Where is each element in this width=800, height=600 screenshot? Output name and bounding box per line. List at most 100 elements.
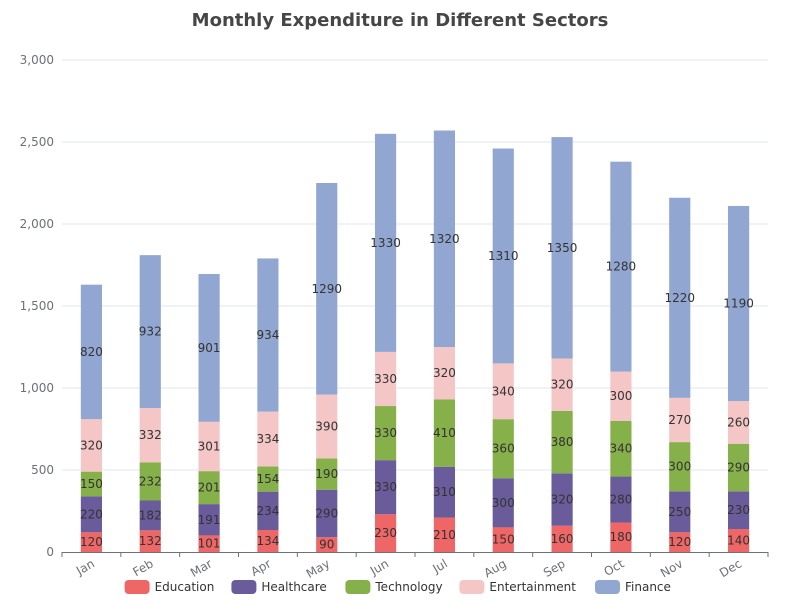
y-tick-label: 2,000 bbox=[20, 217, 54, 231]
data-label: 932 bbox=[139, 325, 162, 339]
data-label: 201 bbox=[198, 481, 221, 495]
y-tick-label: 500 bbox=[31, 463, 54, 477]
data-label: 140 bbox=[727, 534, 750, 548]
legend-label-education: Education bbox=[155, 580, 215, 594]
bar-finance-jul bbox=[433, 130, 456, 347]
bar-finance-mar bbox=[198, 274, 220, 422]
data-label: 150 bbox=[492, 533, 515, 547]
data-label: 410 bbox=[433, 426, 456, 440]
x-tick-label: Feb bbox=[130, 556, 155, 579]
bar-healthcare-oct bbox=[610, 476, 632, 523]
data-label: 250 bbox=[668, 505, 691, 519]
data-label: 330 bbox=[374, 426, 397, 440]
bar-entertainment-dec bbox=[727, 401, 750, 444]
bar-entertainment-jan bbox=[80, 419, 103, 472]
bar-finance-jun bbox=[374, 133, 397, 352]
bar-healthcare-nov bbox=[669, 491, 691, 533]
data-label: 190 bbox=[315, 467, 338, 481]
legend-swatch-finance bbox=[595, 580, 620, 594]
bar-finance-jan bbox=[80, 284, 103, 420]
bar-healthcare-sep bbox=[551, 473, 573, 526]
bar-education-oct bbox=[610, 522, 632, 552]
data-label: 210 bbox=[433, 528, 456, 542]
data-label: 360 bbox=[492, 442, 515, 456]
bar-healthcare-may bbox=[316, 489, 338, 538]
bar-technology-jan bbox=[80, 471, 103, 497]
bar-finance-may bbox=[316, 183, 338, 395]
data-label: 290 bbox=[727, 461, 750, 475]
bar-technology-jul bbox=[433, 399, 456, 467]
bar-education-may bbox=[316, 537, 338, 552]
data-label: 340 bbox=[609, 442, 632, 456]
bar-technology-mar bbox=[198, 471, 220, 505]
chart-title: Monthly Expenditure in Different Sectors bbox=[191, 10, 609, 31]
bar-technology-oct bbox=[610, 420, 632, 477]
bar-finance-oct bbox=[610, 161, 632, 372]
x-tick-label: Apr bbox=[248, 556, 273, 579]
bar-entertainment-feb bbox=[139, 408, 161, 463]
x-tick-label: Aug bbox=[481, 556, 508, 580]
bar-healthcare-jan bbox=[80, 496, 103, 533]
bar-technology-nov bbox=[669, 442, 691, 492]
bar-entertainment-oct bbox=[610, 371, 632, 421]
bar-healthcare-jun bbox=[374, 460, 397, 515]
bar-education-sep bbox=[551, 525, 573, 552]
y-tick-label: 3,000 bbox=[20, 53, 54, 67]
bar-healthcare-apr bbox=[257, 491, 279, 531]
data-label: 120 bbox=[668, 535, 691, 549]
bar-education-dec bbox=[727, 529, 750, 552]
data-label: 191 bbox=[198, 513, 221, 527]
bar-finance-sep bbox=[551, 137, 573, 359]
bar-technology-aug bbox=[492, 419, 514, 479]
bar-entertainment-aug bbox=[492, 363, 514, 420]
data-label: 134 bbox=[256, 534, 279, 548]
data-label: 182 bbox=[139, 508, 162, 522]
data-label: 234 bbox=[256, 504, 279, 518]
data-label: 330 bbox=[374, 480, 397, 494]
bar-healthcare-feb bbox=[139, 500, 161, 531]
data-label: 1190 bbox=[723, 297, 754, 311]
data-label: 1350 bbox=[547, 241, 578, 255]
data-label: 300 bbox=[492, 496, 515, 510]
data-label: 340 bbox=[492, 384, 515, 398]
data-label: 280 bbox=[609, 493, 632, 507]
bar-technology-dec bbox=[727, 443, 750, 492]
bar-education-aug bbox=[492, 527, 514, 552]
legend-swatch-healthcare bbox=[231, 580, 257, 594]
x-tick-label: Jun bbox=[367, 556, 391, 578]
bar-finance-apr bbox=[257, 258, 279, 412]
data-label: 390 bbox=[315, 420, 338, 434]
data-label: 1320 bbox=[429, 232, 460, 246]
data-label: 1330 bbox=[370, 236, 401, 250]
data-label: 334 bbox=[256, 432, 279, 446]
data-label: 320 bbox=[433, 366, 456, 380]
bar-entertainment-mar bbox=[198, 421, 220, 472]
bar-entertainment-jul bbox=[433, 347, 456, 400]
data-label: 230 bbox=[374, 526, 397, 540]
data-label: 232 bbox=[139, 474, 162, 488]
x-tick-label: Sep bbox=[541, 556, 568, 579]
bar-technology-apr bbox=[257, 466, 279, 492]
x-tick-label: Dec bbox=[717, 556, 744, 580]
data-label: 230 bbox=[727, 503, 750, 517]
data-label: 154 bbox=[256, 472, 279, 486]
data-label: 330 bbox=[374, 372, 397, 386]
bar-education-jan bbox=[80, 532, 103, 552]
data-label: 300 bbox=[609, 389, 632, 403]
legend-label-finance: Finance bbox=[625, 580, 671, 594]
data-label: 150 bbox=[80, 477, 103, 491]
y-tick-label: 0 bbox=[46, 545, 54, 559]
data-label: 1220 bbox=[664, 291, 695, 305]
data-label: 300 bbox=[668, 460, 691, 474]
bar-entertainment-sep bbox=[551, 358, 573, 411]
data-label: 901 bbox=[198, 341, 221, 355]
bar-healthcare-dec bbox=[727, 491, 750, 530]
data-label: 120 bbox=[80, 535, 103, 549]
data-label: 220 bbox=[80, 507, 103, 521]
data-label: 1310 bbox=[488, 249, 519, 263]
data-label: 180 bbox=[609, 530, 632, 544]
bar-education-mar bbox=[198, 535, 220, 552]
bar-finance-dec bbox=[727, 205, 750, 402]
bar-education-feb bbox=[139, 530, 161, 552]
